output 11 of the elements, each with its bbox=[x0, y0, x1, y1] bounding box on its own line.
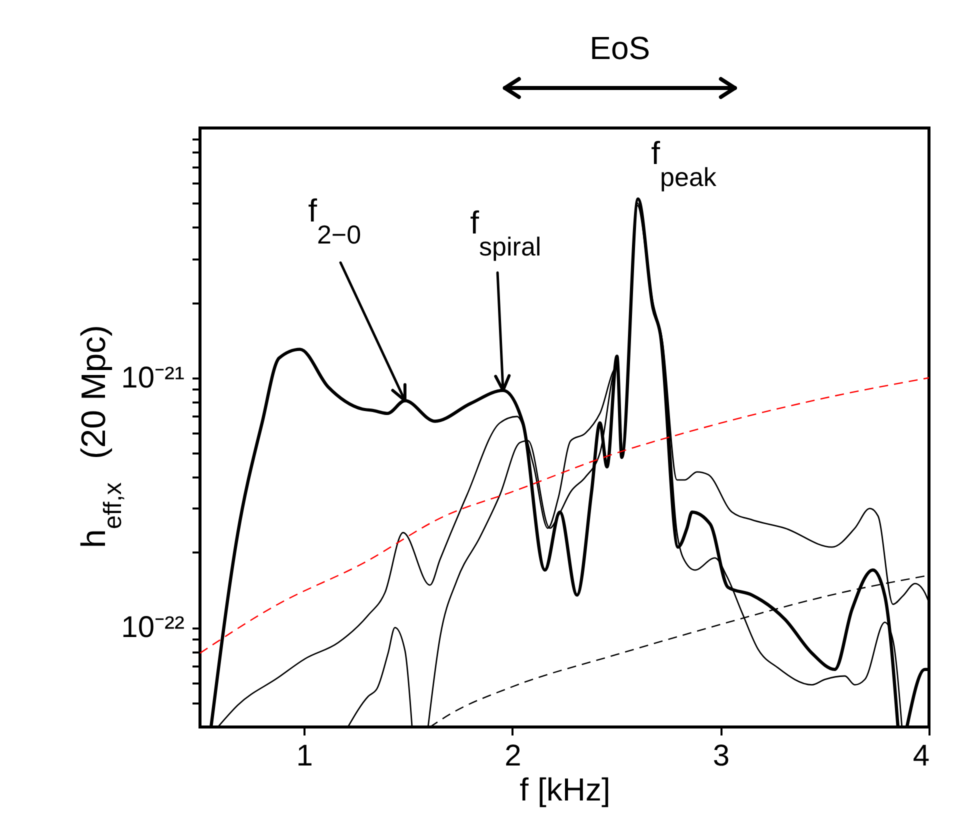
annotation: fspiral bbox=[470, 204, 542, 262]
text: EoS bbox=[590, 30, 650, 66]
line-series bbox=[200, 377, 929, 654]
x-tick-label: 4 bbox=[912, 740, 930, 772]
x-axis-title: f [kHz] bbox=[520, 772, 610, 808]
annotation: fpeak bbox=[651, 134, 718, 192]
x-tick-label: 3 bbox=[712, 740, 730, 772]
y-tick-label: 10⁻²² bbox=[121, 611, 184, 644]
x-tick-label: 1 bbox=[296, 740, 313, 772]
x-tick-label: 2 bbox=[504, 740, 522, 772]
annotation: f2−0 bbox=[308, 192, 362, 250]
